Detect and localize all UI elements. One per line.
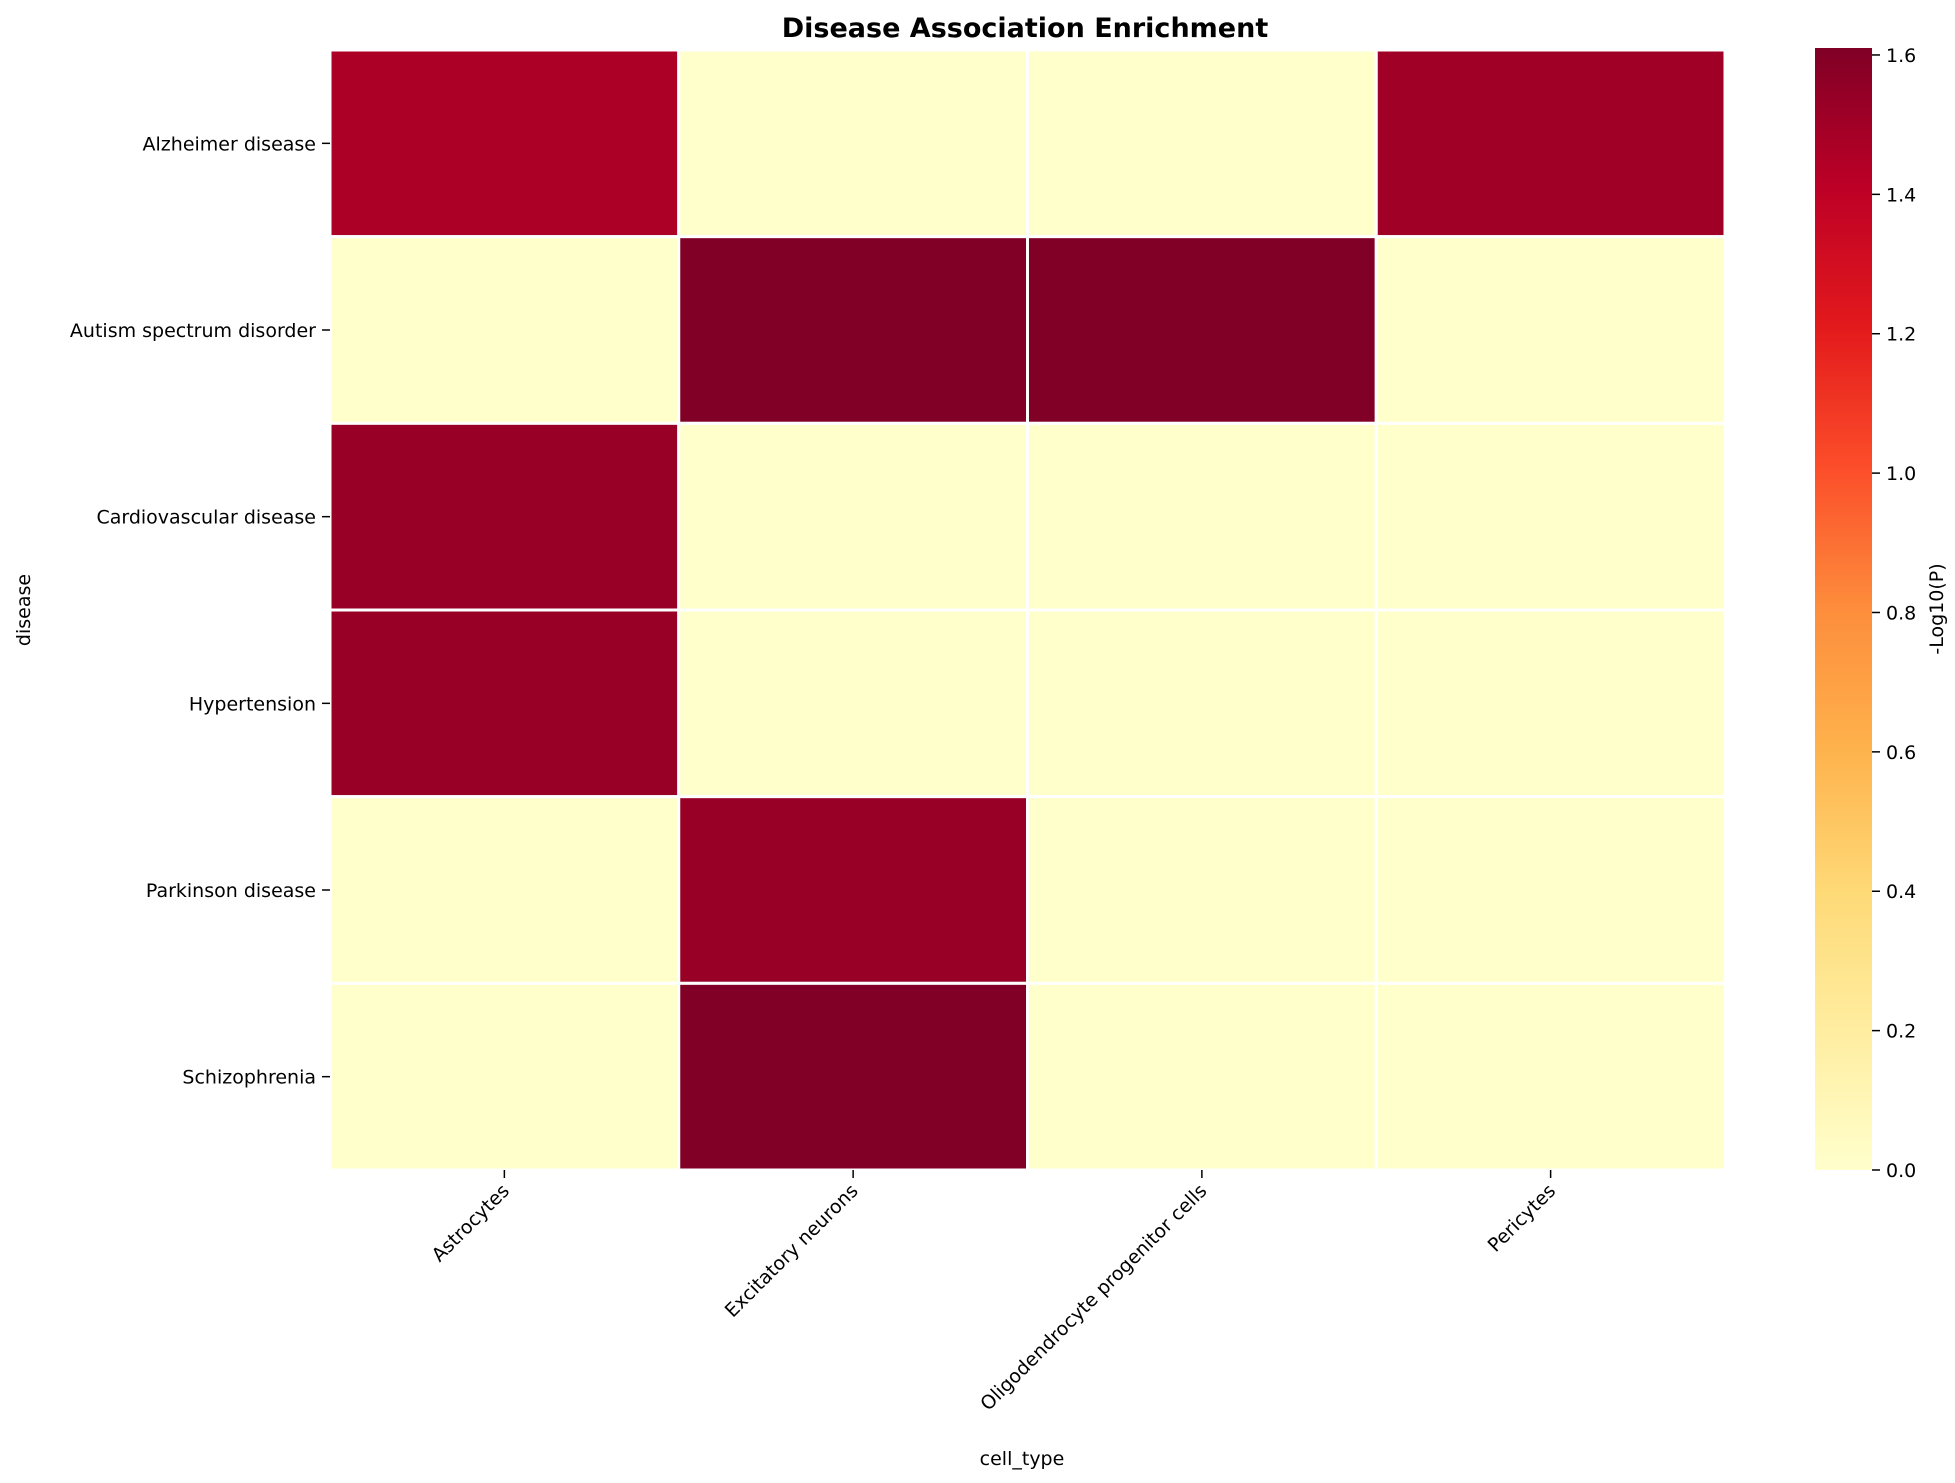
colorbar-tick-label: 0.8	[1886, 602, 1916, 624]
heatmap-cell	[677, 608, 1029, 799]
heatmap-cell	[328, 235, 681, 425]
heatmap-cells	[328, 48, 1727, 1172]
colorbar-tick-label: 1.0	[1886, 463, 1916, 485]
x-tick-label: Excitatory neurons	[721, 1180, 863, 1322]
heatmap-cell	[1374, 608, 1727, 799]
colorbar-tick-label: 1.2	[1886, 324, 1916, 346]
y-axis: Alzheimer disease Autism spectrum disorde…	[70, 133, 330, 1089]
heatmap-cell	[1374, 795, 1727, 985]
x-axis: Astrocytes Excitatory neurons Oligodendroc…	[428, 1170, 1561, 1415]
heatmap-cell	[328, 48, 681, 239]
y-tick-label: Autism spectrum disorder	[70, 320, 316, 342]
heatmap-cell	[1374, 421, 1727, 612]
heatmap-cell	[677, 235, 1029, 425]
heatmap-cell	[1374, 981, 1727, 1172]
colorbar-tick-label: 0.6	[1886, 742, 1916, 764]
colorbar-tick-label: 1.6	[1886, 45, 1916, 67]
x-tick-label: Pericytes	[1484, 1180, 1561, 1257]
heatmap-cell	[328, 981, 681, 1172]
heatmap-cell	[677, 981, 1029, 1172]
y-tick-label: Parkinson disease	[146, 880, 316, 902]
x-axis-label: cell_type	[980, 1448, 1065, 1470]
heatmap-cell	[1026, 421, 1378, 612]
heatmap-cell	[1026, 608, 1378, 799]
heatmap-cell	[1026, 795, 1378, 985]
x-tick-label: Oligodendrocyte progenitor cells	[976, 1180, 1211, 1415]
colorbar-label: -Log10(P)	[1926, 563, 1948, 654]
heatmap-cell	[1374, 48, 1727, 239]
y-axis-label: disease	[13, 574, 35, 646]
heatmap-cell	[677, 48, 1029, 239]
colorbar-tick-label: 0.2	[1886, 1021, 1916, 1043]
colorbar-tick-label: 1.4	[1886, 184, 1916, 206]
colorbar-gradient	[1815, 48, 1872, 1170]
y-tick-label: Schizophrenia	[182, 1067, 316, 1089]
colorbar: 0.0 0.2 0.4 0.6 0.8 1.0 1.2 1.4 1.6 -Log10(P)	[1815, 45, 1948, 1182]
heatmap-cell	[677, 421, 1029, 612]
x-tick-label: Astrocytes	[428, 1180, 514, 1266]
heatmap-cell	[677, 795, 1029, 985]
chart-title: Disease Association Enrichment	[782, 13, 1269, 44]
heatmap-cell	[328, 421, 681, 612]
heatmap-cell	[1026, 981, 1378, 1172]
y-tick-label: Hypertension	[189, 693, 316, 715]
colorbar-tick-label: 0.0	[1886, 1160, 1916, 1182]
heatmap-cell	[1374, 235, 1727, 425]
heatmap-cell	[328, 608, 681, 799]
y-tick-label: Alzheimer disease	[143, 133, 316, 155]
y-tick-label: Cardiovascular disease	[96, 507, 316, 529]
colorbar-tick-label: 0.4	[1886, 881, 1916, 903]
heatmap-cell	[328, 795, 681, 985]
heatmap-cell	[1026, 48, 1378, 239]
heatmap-cell	[1026, 235, 1378, 425]
